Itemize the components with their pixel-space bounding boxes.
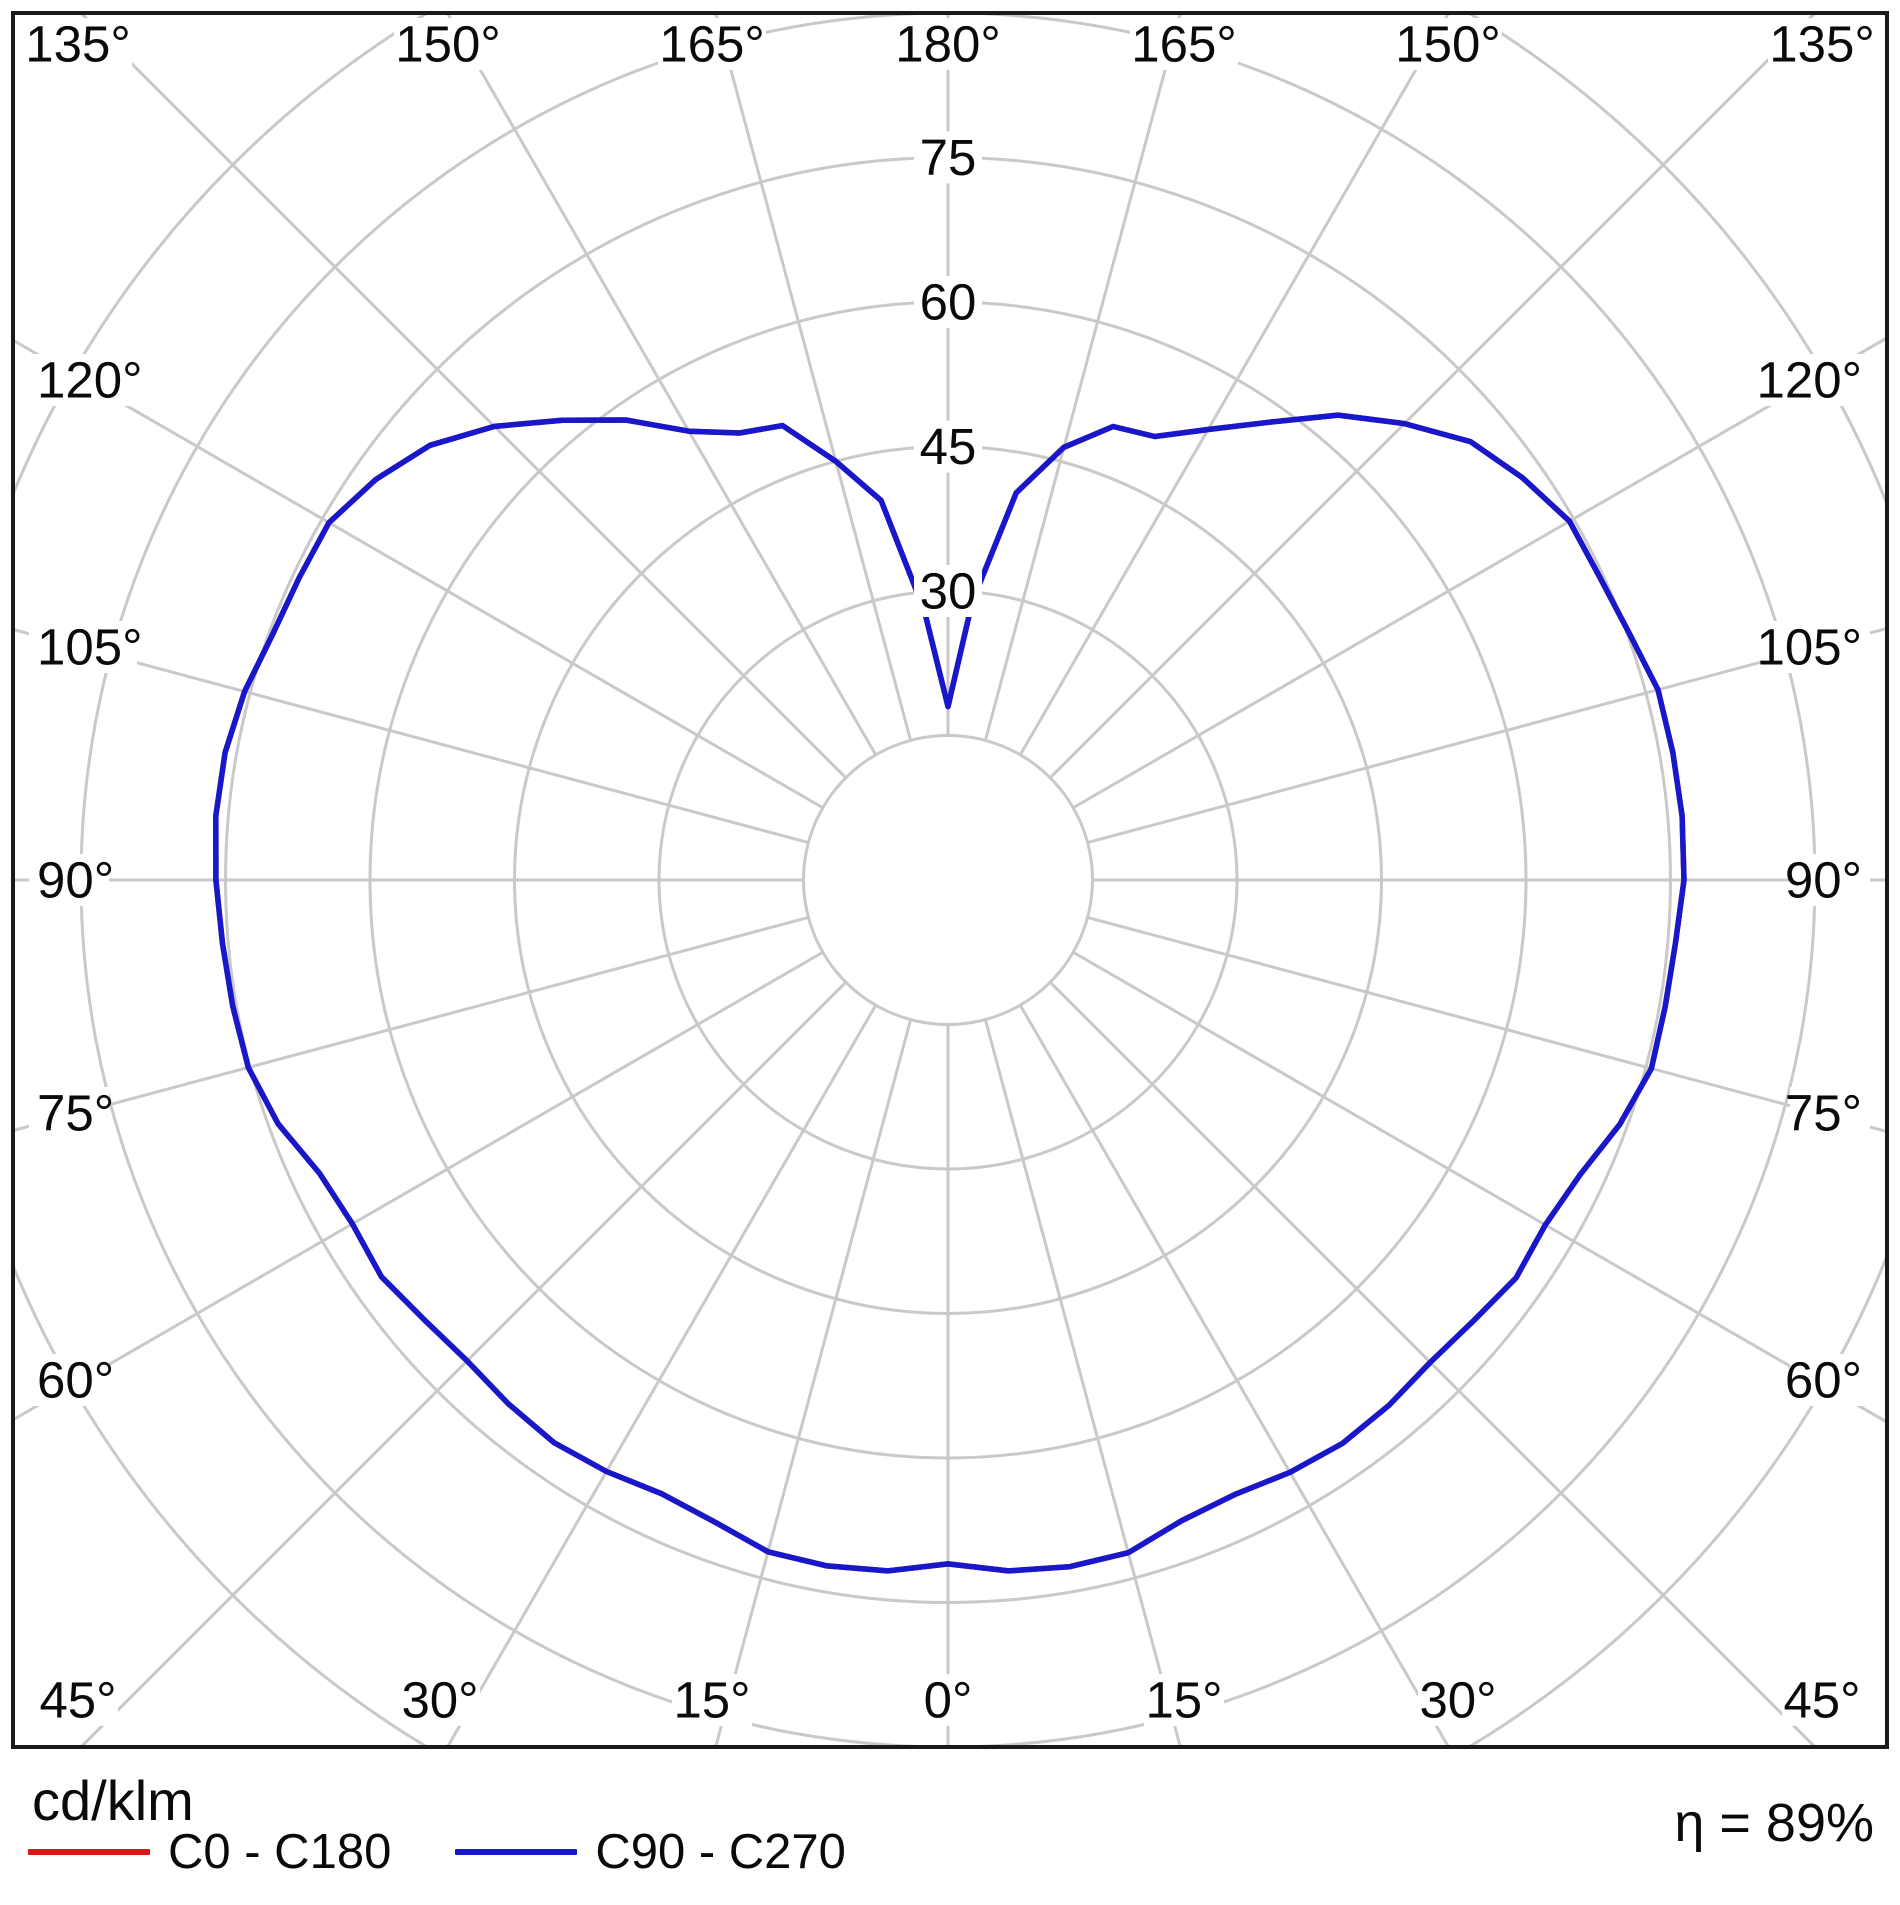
polar-grid-spoke (1087, 626, 1887, 845)
units-label: cd/klm (32, 1769, 194, 1832)
angle-label-top: 135° (1769, 16, 1875, 73)
radial-label-75: 75 (920, 129, 977, 186)
label-mask (914, 565, 982, 618)
polar-grid-spoke (13, 915, 809, 1133)
angle-label-left: 75° (37, 1085, 114, 1142)
plot-frame (11, 11, 1889, 1749)
label-mask (400, 1674, 480, 1726)
label-mask (1782, 1674, 1862, 1726)
label-mask (1762, 621, 1870, 673)
angle-label-top: 150° (395, 16, 501, 73)
label-mask (914, 131, 982, 184)
label-mask (24, 18, 132, 70)
polar-grid-spoke (13, 627, 809, 845)
label-mask (1768, 18, 1876, 70)
angle-label-bottom: 15° (1145, 1672, 1222, 1729)
legend-label-c0-c180: C0 - C180 (168, 1825, 392, 1879)
angle-label-left: 120° (37, 352, 143, 409)
label-mask (1144, 1674, 1224, 1726)
label-mask (922, 1674, 974, 1726)
angle-label-bottom: 0° (924, 1672, 973, 1729)
label-mask (38, 1674, 118, 1726)
label-mask (1790, 1354, 1870, 1406)
polar-grid-spoke (1072, 336, 1887, 810)
label-mask (29, 354, 137, 406)
efficiency-label: η = 89% (1674, 1793, 1874, 1853)
angle-label-left: 90° (37, 852, 114, 909)
polar-grid-spoke (714, 13, 913, 741)
angle-label-bottom: 15° (673, 1672, 750, 1729)
polar-grid-spoke (1087, 915, 1887, 1134)
polar-grid-spoke (445, 13, 878, 756)
polar-grid-spoke (13, 950, 824, 1422)
polar-grid-spoke (1018, 13, 1451, 756)
label-mask (1762, 354, 1870, 406)
polar-grid-spoke (983, 1019, 1182, 1747)
label-mask (1130, 18, 1238, 70)
radial-label-60: 60 (920, 274, 977, 331)
angle-label-bottom: 30° (1419, 1672, 1496, 1729)
label-mask (914, 276, 982, 329)
angle-label-top: 180° (895, 16, 1001, 73)
angle-label-left: 105° (37, 619, 143, 676)
polar-grid-spoke (1072, 950, 1887, 1424)
angle-label-top: 150° (1395, 16, 1501, 73)
label-mask (29, 854, 109, 906)
angle-label-bottom: 30° (401, 1672, 478, 1729)
label-mask (29, 1354, 109, 1406)
angle-label-top: 135° (25, 16, 131, 73)
angle-label-right: 90° (1785, 852, 1862, 909)
label-mask (1394, 18, 1502, 70)
polar-grid-spoke (1018, 1004, 1451, 1747)
label-mask (658, 18, 766, 70)
label-mask (672, 1674, 752, 1726)
label-mask (29, 621, 137, 673)
angle-label-bottom: 45° (1783, 1672, 1860, 1729)
polar-grid-spoke (983, 13, 1182, 741)
polar-grid-spoke (445, 1004, 878, 1747)
label-mask (1790, 1087, 1870, 1139)
legend-swatch-c90-c270 (455, 1849, 578, 1855)
angle-label-top: 165° (659, 16, 765, 73)
label-mask (29, 1087, 109, 1139)
label-mask (1790, 854, 1870, 906)
radial-label-45: 45 (920, 418, 977, 475)
c90-c270-curve (213, 412, 1687, 1574)
angle-label-bottom: 45° (39, 1672, 116, 1729)
legend-swatch-c0-c180 (28, 1849, 150, 1855)
polar-grid-spoke (13, 338, 824, 810)
label-mask (894, 18, 1002, 70)
label-mask (914, 420, 982, 473)
angle-label-top: 165° (1131, 16, 1237, 73)
legend: C0 - C180 C90 - C270 (28, 1824, 846, 1880)
label-mask (1418, 1674, 1498, 1726)
angle-label-right: 60° (1785, 1352, 1862, 1409)
label-mask (394, 18, 502, 70)
angle-label-right: 120° (1757, 352, 1863, 409)
angle-label-right: 105° (1757, 619, 1863, 676)
angle-label-left: 60° (37, 1352, 114, 1409)
polar-grid-spoke (714, 1019, 913, 1747)
radial-label-30: 30 (920, 563, 977, 620)
angle-label-right: 75° (1785, 1085, 1862, 1142)
legend-label-c90-c270: C90 - C270 (595, 1825, 846, 1879)
